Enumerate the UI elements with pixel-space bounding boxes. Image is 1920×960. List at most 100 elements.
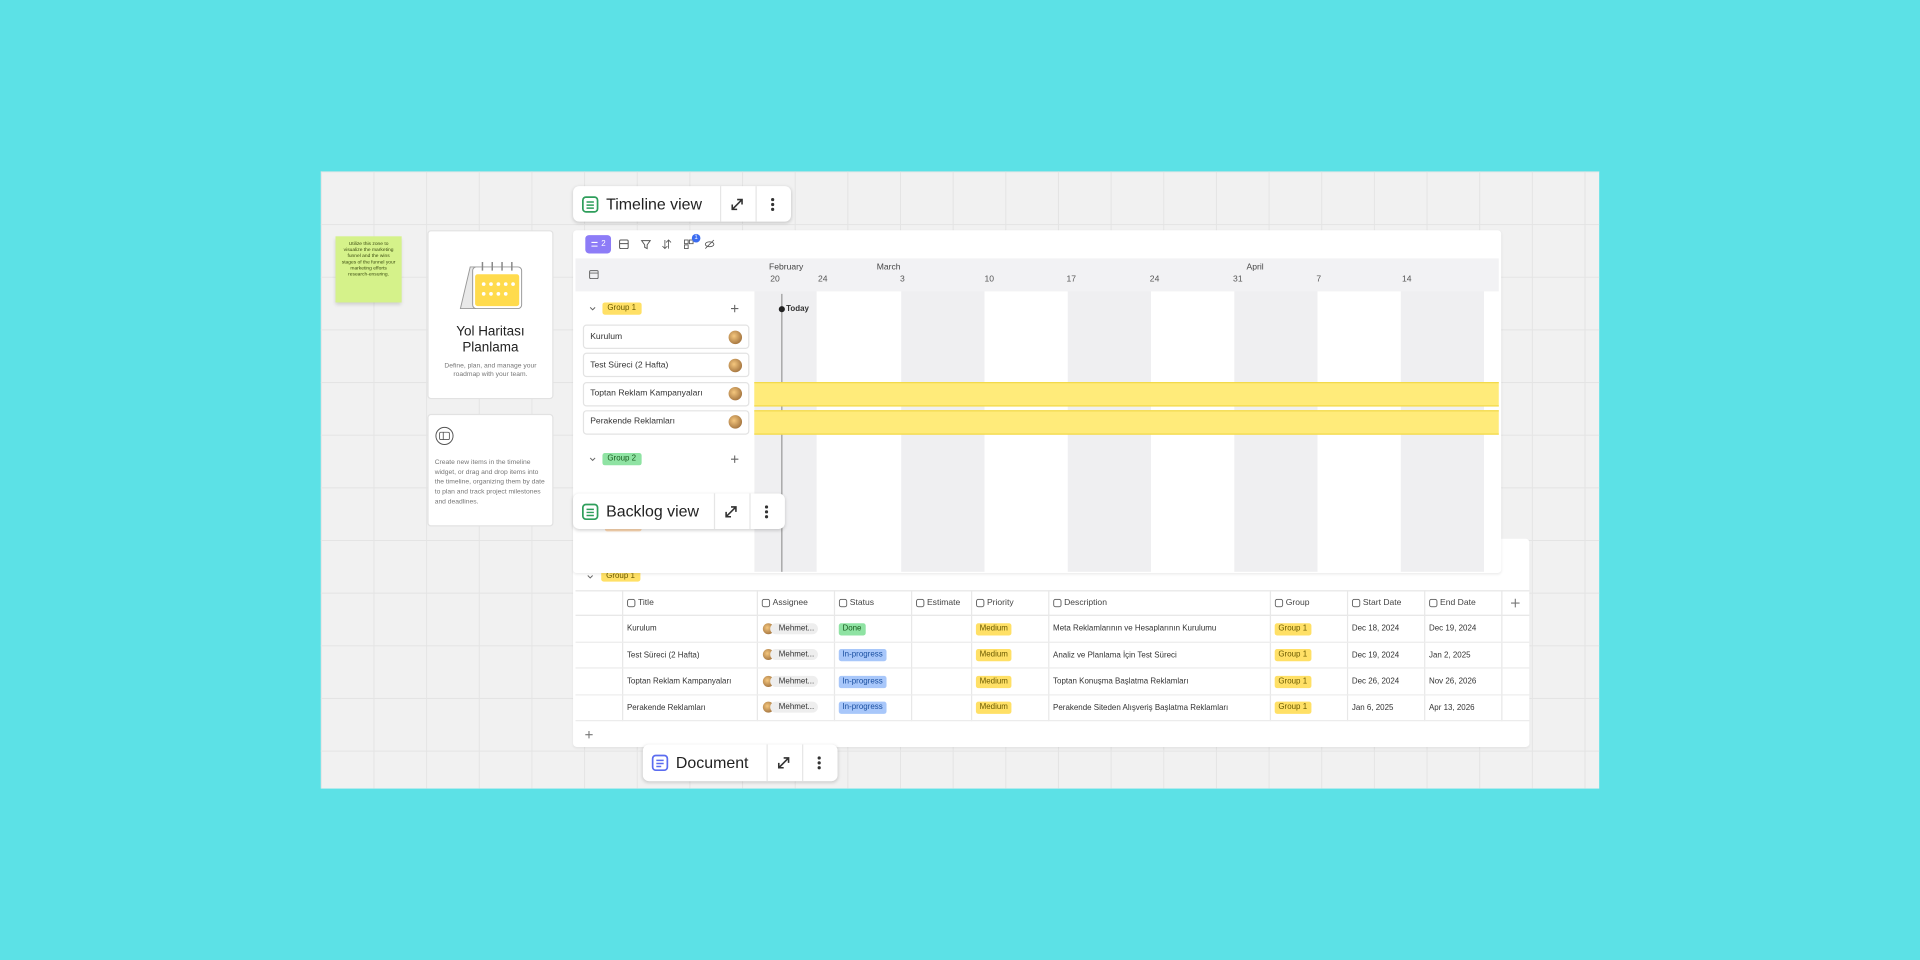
timeline-bar[interactable] [754, 381, 1499, 407]
info-icon-svg [435, 426, 454, 445]
circle-part [496, 292, 501, 296]
circle-part [481, 282, 486, 286]
group-chevron[interactable] [588, 304, 598, 314]
backlog-title-bar-more-button[interactable] [758, 503, 775, 520]
document-title-bar-icon [651, 754, 669, 772]
timeline-item[interactable] [582, 410, 750, 435]
document-title-bar-more-button-svg [817, 756, 821, 770]
column-header: Group [1285, 598, 1310, 608]
rect-part [581, 195, 599, 213]
week-label: 17 [1066, 275, 1077, 285]
toolbar-icon[interactable] [640, 239, 652, 250]
add-item-button[interactable] [730, 304, 740, 314]
column-divider [1346, 590, 1349, 722]
timeline-item[interactable] [582, 324, 750, 349]
backlog-title-bar-divider-2 [749, 493, 751, 529]
document-title-bar [642, 744, 838, 782]
toolbar-group-icon-svg [591, 241, 598, 247]
circle-part [503, 292, 508, 296]
toolbar-icon[interactable] [683, 239, 694, 250]
backlog-title-bar-expand-button[interactable] [722, 503, 739, 520]
row-title: Kurulum [626, 624, 657, 634]
calendar-illustration-svg [459, 262, 523, 310]
document-title-bar-expand-button[interactable] [775, 754, 792, 771]
timeline-item-title: Test Süreci (2 Hafta) [590, 360, 669, 370]
column-icon-svg [627, 598, 636, 608]
circle-part [817, 766, 821, 770]
toolbar-group-icon [590, 240, 599, 249]
document-title-bar-more-button[interactable] [811, 754, 828, 771]
week-label: 3 [900, 275, 905, 285]
toolbar-icon[interactable] [661, 239, 672, 250]
circle-part [817, 761, 821, 765]
row-title: Toptan Reklam Kampanyaları [626, 677, 732, 686]
sticky-note [335, 236, 402, 303]
month-label: February [768, 263, 804, 272]
template-card [427, 230, 554, 400]
timeline-title-bar-more-button[interactable] [764, 195, 781, 212]
column-icon-svg [1274, 598, 1284, 608]
column-divider [1424, 590, 1426, 722]
rect-part [589, 270, 599, 280]
document-title-bar-icon-svg [651, 754, 669, 772]
rect-part [684, 244, 689, 250]
backlog-group-chevron-svg [587, 575, 593, 579]
circle-part [511, 282, 515, 286]
timeline-title-bar-expand-button[interactable] [729, 195, 746, 212]
group-toggle-button[interactable] [585, 235, 612, 254]
today-dot [778, 306, 785, 313]
week-label: 31 [1233, 275, 1243, 285]
column-header: Start Date [1362, 598, 1402, 608]
description: Perakende Siteden Alışveriş Başlatma Rek… [1053, 703, 1229, 713]
backlog-title-bar-icon-svg [581, 503, 599, 520]
add-item-button-svg [731, 455, 739, 463]
column-icon-svg [1351, 598, 1361, 608]
timeline-item[interactable] [582, 381, 750, 407]
path-part [1511, 598, 1520, 608]
column-icon [838, 598, 848, 608]
column-header: Assignee [772, 598, 808, 608]
rect-part [1351, 598, 1361, 608]
priority-chip: Medium [975, 622, 1012, 635]
document-title-bar-divider-2 [802, 744, 804, 782]
description: Toptan Konuşma Başlatma Reklamları [1053, 677, 1189, 686]
column-icon-svg [838, 598, 848, 608]
column-icon-svg [1429, 598, 1438, 608]
toolbar-icon[interactable] [618, 239, 629, 250]
add-row-button[interactable] [584, 730, 594, 740]
group-chevron[interactable] [588, 454, 598, 464]
table-row [575, 616, 1530, 643]
template-description: Define, plan, and manage your roadmap wi… [444, 362, 537, 379]
rect-part [976, 598, 985, 608]
rect-part [916, 598, 925, 608]
path-part [589, 307, 596, 311]
group-chip: Group 1 [1274, 675, 1311, 688]
end-date: Dec 19, 2024 [1428, 624, 1477, 634]
rect-part [684, 239, 689, 245]
item-avatar [728, 387, 743, 401]
table-row [575, 669, 1530, 695]
timeline-item[interactable] [582, 353, 750, 378]
rect-part [651, 754, 669, 772]
start-date: Dec 18, 2024 [1351, 624, 1400, 634]
start-date: Dec 19, 2024 [1351, 650, 1400, 660]
priority-chip: Medium [975, 648, 1012, 662]
group-chip: Group 1 [602, 302, 642, 315]
column-icon [976, 598, 985, 608]
circle-part [503, 282, 508, 286]
assignee-chip: Mehmet... [770, 675, 818, 687]
path-part [591, 241, 598, 247]
status-chip: In-progress [838, 648, 887, 662]
add-column-button-svg [1511, 598, 1520, 608]
add-item-button[interactable] [730, 454, 740, 464]
timeline-bar[interactable] [754, 410, 1499, 435]
add-column-button[interactable] [1510, 598, 1521, 609]
column-header: End Date [1440, 598, 1476, 608]
circle-part [489, 282, 493, 286]
toolbar-icon[interactable] [704, 239, 715, 250]
group-chevron-svg [589, 457, 596, 462]
timeline-item-title: Perakende Reklamları [590, 418, 676, 427]
path-part [731, 304, 739, 313]
circle-part [771, 202, 775, 206]
